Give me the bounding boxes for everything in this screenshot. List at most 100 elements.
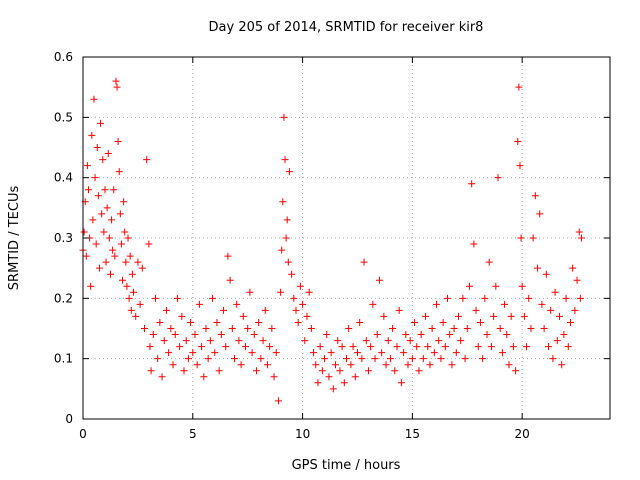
data-point: [332, 361, 340, 369]
data-point: [252, 367, 260, 375]
data-point: [560, 331, 568, 339]
data-point: [301, 337, 309, 345]
data-point: [393, 343, 401, 351]
data-point: [465, 282, 473, 290]
data-point: [400, 349, 408, 357]
data-point: [167, 325, 175, 332]
data-point: [198, 343, 206, 351]
data-point: [452, 349, 460, 357]
data-point: [121, 228, 129, 236]
data-point: [450, 325, 458, 332]
y-tick-label: 0.2: [54, 291, 73, 305]
data-point: [261, 306, 269, 314]
data-point: [417, 331, 425, 339]
data-point: [296, 282, 304, 290]
data-point: [454, 312, 462, 320]
data-point: [523, 343, 531, 351]
data-point: [371, 355, 379, 363]
data-point: [353, 349, 361, 357]
data-point: [282, 234, 290, 242]
data-point: [343, 355, 350, 363]
data-point: [237, 361, 245, 369]
data-point: [547, 306, 555, 314]
data-point: [474, 343, 482, 351]
data-point: [397, 379, 405, 387]
data-point: [263, 361, 271, 369]
data-point: [542, 270, 550, 278]
data-point: [112, 77, 120, 85]
data-point: [292, 306, 300, 314]
data-point: [178, 312, 186, 320]
data-point: [345, 325, 353, 332]
data-point: [217, 331, 225, 339]
axis-ticks: 0 0.1 0.2 0.3 0.4 0.5 0.6 0 5 10 15 20: [54, 50, 610, 441]
data-point: [360, 258, 368, 266]
data-point: [259, 337, 267, 345]
data-point: [122, 258, 130, 266]
data-point: [494, 174, 502, 182]
data-point: [241, 343, 249, 351]
data-point: [103, 204, 111, 212]
data-point: [279, 198, 287, 206]
data-point: [562, 294, 570, 302]
y-axis-label: SRMTID / TECUs: [7, 186, 22, 291]
x-tick-label: 15: [405, 427, 420, 441]
data-point: [375, 276, 383, 284]
data-point: [84, 186, 92, 194]
data-point: [209, 294, 217, 302]
y-tick-label: 0.6: [54, 50, 73, 64]
data-point: [472, 306, 480, 314]
data-point: [382, 361, 390, 369]
data-point: [189, 349, 197, 357]
data-point: [104, 150, 112, 158]
data-point: [226, 276, 234, 284]
data-point: [257, 355, 265, 363]
data-point: [109, 246, 117, 254]
data-point: [180, 367, 188, 375]
data-point: [351, 373, 359, 381]
data-point: [386, 355, 394, 363]
data-point: [222, 343, 230, 351]
data-point: [515, 83, 523, 91]
data-point: [310, 349, 318, 357]
data-point: [305, 288, 313, 296]
x-axis-label: GPS time / hours: [292, 458, 401, 473]
data-point: [518, 282, 526, 290]
data-point: [391, 367, 399, 375]
data-point: [80, 228, 88, 236]
y-tick-label: 0.3: [54, 231, 73, 245]
data-point: [211, 349, 219, 357]
data-point: [402, 331, 410, 339]
data-point: [551, 288, 559, 296]
data-point: [406, 337, 414, 345]
data-point: [468, 180, 476, 188]
x-tick-label: 20: [515, 427, 530, 441]
data-point: [105, 234, 113, 242]
data-point: [492, 282, 500, 290]
data-point: [235, 337, 243, 345]
data-point: [316, 343, 324, 351]
data-point: [272, 349, 280, 357]
data-point: [321, 355, 329, 363]
data-point: [362, 337, 370, 345]
data-point: [116, 210, 124, 218]
data-point: [93, 144, 101, 151]
data-point: [347, 361, 355, 369]
data-point: [134, 258, 142, 266]
data-point: [367, 343, 375, 351]
data-point: [505, 361, 513, 369]
data-point: [459, 294, 467, 302]
data-point: [90, 95, 98, 103]
data-point: [108, 216, 116, 224]
data-point: [426, 361, 434, 369]
data-point: [114, 137, 122, 145]
data-point: [113, 83, 121, 91]
data-point: [244, 325, 252, 332]
data-point: [277, 288, 285, 296]
data-point: [566, 318, 574, 326]
data-point: [145, 240, 153, 248]
data-point: [323, 331, 331, 339]
data-point: [195, 300, 203, 308]
data-point: [336, 367, 344, 375]
data-point: [127, 306, 135, 314]
